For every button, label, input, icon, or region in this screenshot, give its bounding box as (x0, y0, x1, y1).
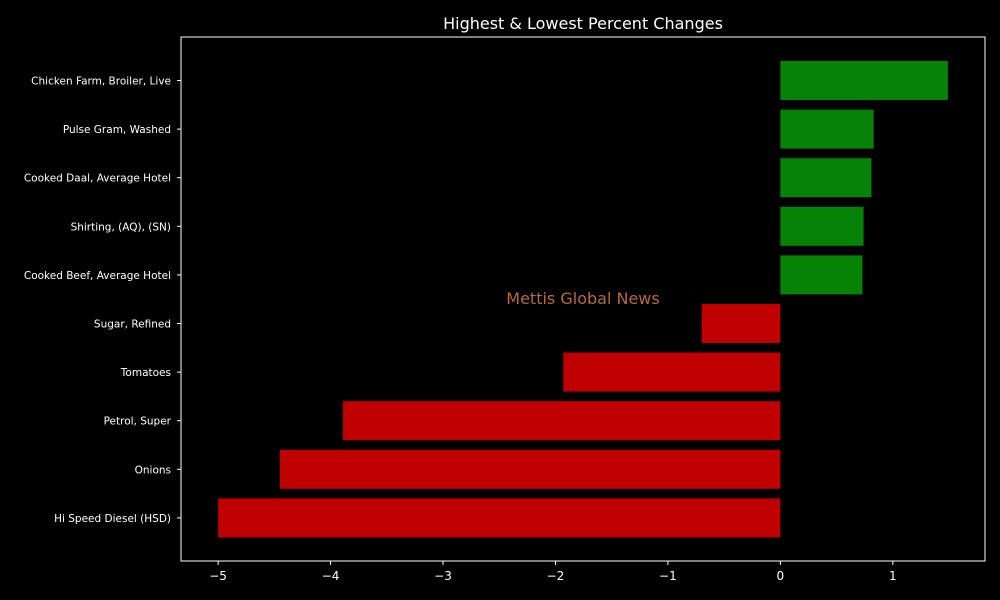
bar (780, 109, 874, 149)
bar (218, 498, 781, 538)
y-tick-label: Cooked Daal, Average Hotel (24, 173, 171, 185)
chart-title: Highest & Lowest Percent Changes (443, 14, 723, 33)
bars (218, 61, 948, 538)
bar (342, 401, 781, 441)
bar (780, 255, 863, 295)
y-tick-label: Tomatoes (120, 367, 171, 379)
x-tick-label: 0 (777, 569, 785, 583)
bar (701, 304, 781, 343)
x-tick-label: −3 (434, 569, 452, 583)
x-axis-ticks: −5 −4 −3 −2 −1 0 1 (209, 561, 897, 583)
x-tick-label: 1 (889, 569, 897, 583)
x-tick-label: −1 (659, 569, 677, 583)
y-tick-label: Shirting, (AQ), (SN) (71, 221, 171, 233)
y-axis-ticks: Chicken Farm, Broiler, Live Pulse Gram, W… (24, 76, 181, 525)
bar (780, 158, 872, 198)
y-tick-label: Pulse Gram, Washed (63, 124, 171, 136)
y-tick-label: Chicken Farm, Broiler, Live (31, 76, 171, 88)
bar (780, 206, 864, 246)
x-tick-label: −2 (547, 569, 565, 583)
plot-frame (180, 36, 986, 562)
y-tick-label: Onions (135, 464, 171, 476)
y-tick-label: Cooked Beef, Average Hotel (24, 270, 171, 282)
bar (780, 61, 948, 100)
y-tick-label: Hi Speed Diesel (HSD) (54, 513, 171, 525)
watermark: Mettis Global News (506, 289, 659, 308)
bar (563, 352, 781, 392)
x-tick-label: −4 (322, 569, 340, 583)
y-tick-label: Petrol, Super (104, 416, 172, 428)
x-tick-label: −5 (209, 569, 227, 583)
y-tick-label: Sugar, Refined (94, 319, 171, 331)
bar (279, 449, 781, 489)
